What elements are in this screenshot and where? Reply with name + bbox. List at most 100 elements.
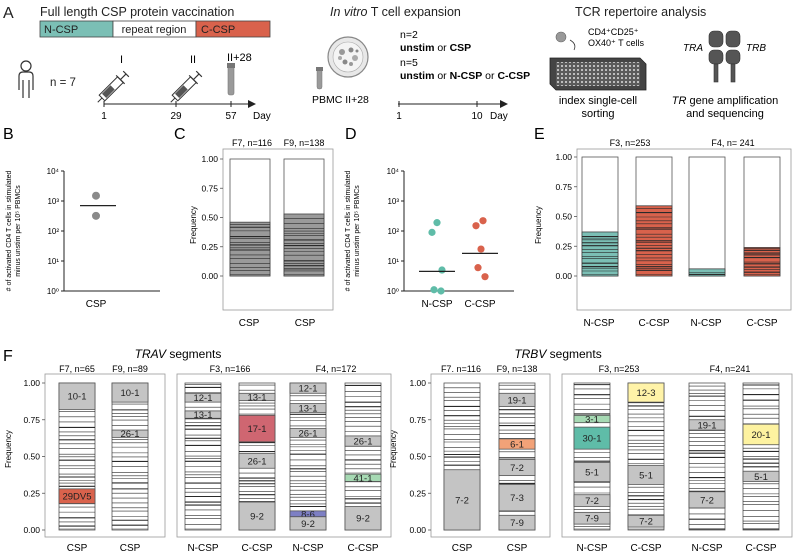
c-ytick-label: 1.00	[201, 154, 218, 164]
f-bar	[184, 382, 222, 531]
d-ytick-label: 10¹	[387, 257, 399, 266]
f-segment	[289, 428, 327, 438]
e-xlabel-2: C-CSP	[638, 318, 669, 329]
panel-label-d: D	[345, 126, 357, 143]
group1-conditions: unstim or CSP	[400, 42, 471, 54]
f-xlabel-11: C-CSP	[745, 543, 776, 553]
vax-tick-29: 29	[170, 111, 182, 122]
f-trav-ytick-label: 0.50	[23, 452, 40, 462]
f-bar	[627, 382, 665, 531]
f-segment	[238, 392, 276, 402]
b-ytick-label: 10³	[47, 197, 59, 206]
f-trav-ytick-label: 1.00	[23, 378, 40, 388]
b-category-label: CSP	[86, 299, 107, 310]
f-segment	[111, 382, 149, 403]
f-segment-label: 7-9	[510, 518, 524, 529]
f-segment	[184, 392, 222, 403]
c-xlabel-2: CSP	[295, 318, 316, 329]
f-segment	[688, 491, 726, 509]
arrow-icon	[569, 39, 576, 51]
f-segment	[344, 435, 382, 447]
c-csp-label: C-CSP	[201, 24, 235, 36]
pbmc-label: PBMC II+28	[312, 94, 369, 106]
c-ytick-label: 0.50	[201, 213, 218, 223]
f-segment	[573, 426, 611, 450]
f-segment	[627, 514, 665, 528]
b-ytick-label: 10²	[47, 227, 59, 236]
b-data-point	[92, 211, 100, 220]
f-title-trav-f9: F9, n=89	[112, 364, 148, 374]
gene-amp-line1: TR gene amplification	[672, 95, 778, 107]
f-bar	[344, 382, 382, 531]
repeat-region-label: repeat region	[122, 24, 187, 36]
sorted-cells-line2: OX40⁺ T cells	[588, 38, 644, 48]
person-icon	[18, 60, 34, 98]
d-data-point	[433, 219, 441, 227]
f-segment-label: 5-1	[585, 467, 599, 478]
vax-day-label: Day	[253, 111, 271, 122]
trbv-title: TRBV segments	[514, 347, 601, 361]
f-segment-label: 12-1	[298, 384, 317, 395]
panel-b: B # of activated CD4 T cells in stimulat…	[3, 126, 160, 310]
f-segment-label: 5-1	[639, 470, 653, 481]
e-frame	[576, 148, 792, 311]
f-title-trav-f4: F4, n=172	[316, 364, 357, 374]
f-segment	[627, 382, 665, 403]
f-segment	[742, 423, 780, 446]
f-segment-label: 26-1	[120, 429, 139, 440]
f-segment-label: 13-1	[193, 410, 212, 421]
petri-dish-icon	[327, 36, 369, 78]
panel-e: E Frequency 0.00 0.25 0.50 0.75 1.00 F3, n=2…	[534, 126, 792, 329]
f-frame-trav-ncc	[176, 373, 392, 538]
f-xlabel-4: N-CSP	[292, 543, 323, 553]
c-xlabel-1: CSP	[239, 318, 260, 329]
vaccination-title: Full length CSP protein vaccination	[40, 5, 234, 19]
timeline-arrow-icon	[248, 100, 256, 108]
blood-tube-icon	[227, 63, 235, 96]
f-xlabel-9: C-CSP	[630, 543, 661, 553]
e-ytick-label: 0.25	[555, 241, 572, 251]
f-segment	[344, 506, 382, 531]
gene-amp-line2: and sequencing	[686, 108, 764, 120]
f-segment	[289, 516, 327, 531]
e-ylabel: Frequency	[534, 206, 543, 244]
f-segment	[573, 461, 611, 482]
sorted-cells-line1: CD4⁺CD25⁺	[588, 27, 639, 37]
group2-n: n=5	[400, 57, 418, 69]
panel-c: C Frequency 0.00 0.25 0.50 0.75 1.00 F7, n=1…	[174, 126, 334, 329]
f-xlabel-6: CSP	[452, 543, 473, 553]
f-segment	[573, 494, 611, 507]
f-segment-label: 19-1	[697, 420, 716, 431]
e-ytick-label: 1.00	[555, 152, 572, 162]
f-segment	[573, 414, 611, 424]
f-segment-label: 10-1	[120, 388, 139, 399]
f-trav-ytick-label: 0.25	[23, 488, 40, 498]
d-category-ccsp: C-CSP	[464, 299, 495, 310]
f-segment	[289, 382, 327, 394]
f-xlabel-1: CSP	[120, 543, 141, 553]
f-segment	[58, 382, 96, 410]
c-title-f9: F9, n=138	[284, 138, 325, 148]
blood-tube-icon	[316, 67, 323, 90]
f-segment	[443, 469, 481, 531]
f-xlabel-7: CSP	[507, 543, 528, 553]
f-segment	[238, 453, 276, 469]
f-segment-label: 26-1	[298, 428, 317, 439]
f-segment	[289, 403, 327, 413]
panel-label-c: C	[174, 126, 186, 143]
csp-protein-bar: N-CSP repeat region C-CSP	[39, 20, 271, 38]
f-trbv-ytick-label: 0.00	[409, 525, 426, 535]
f-segment	[498, 459, 536, 477]
d-data-point	[479, 217, 487, 225]
f-segment	[238, 501, 276, 531]
f-xlabel-10: N-CSP	[691, 543, 722, 553]
f-segment-label: 9-2	[356, 514, 370, 525]
d-data-point	[438, 266, 446, 274]
f-segment	[111, 429, 149, 438]
trav-title: TRAV segments	[135, 347, 222, 361]
d-data-point	[437, 287, 445, 295]
f-bar	[573, 382, 611, 531]
f-segment-label: 19-1	[507, 395, 526, 406]
f-segment-label: 7-2	[700, 495, 714, 506]
f-frame-trbv-csp	[430, 373, 551, 538]
